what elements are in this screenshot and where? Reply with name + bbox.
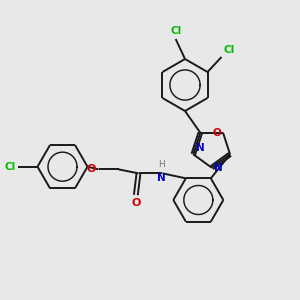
Text: O: O: [131, 198, 140, 208]
Text: N: N: [196, 143, 205, 153]
Text: Cl: Cl: [223, 45, 234, 55]
Text: O: O: [213, 128, 221, 138]
Text: O: O: [87, 164, 96, 174]
Text: Cl: Cl: [5, 162, 16, 172]
Text: H: H: [158, 160, 164, 169]
Text: N: N: [214, 163, 223, 173]
Text: N: N: [157, 173, 166, 183]
Text: Cl: Cl: [170, 26, 181, 36]
